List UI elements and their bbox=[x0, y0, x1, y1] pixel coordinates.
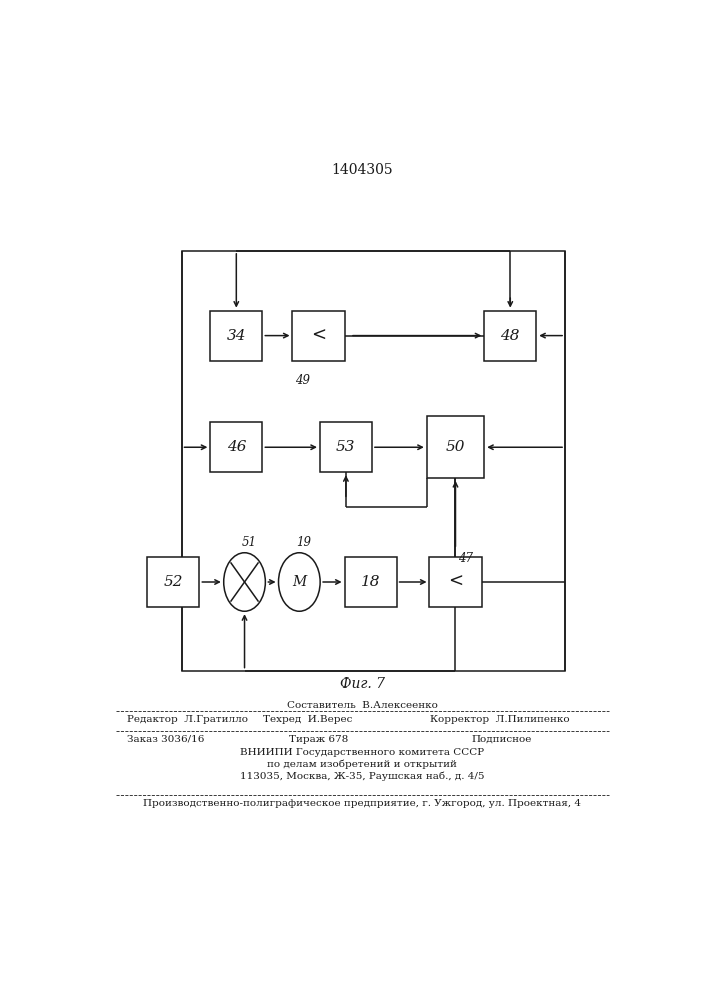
Circle shape bbox=[223, 553, 265, 611]
Text: 34: 34 bbox=[226, 329, 246, 343]
Text: ВНИИПИ Государственного комитета СССР: ВНИИПИ Государственного комитета СССР bbox=[240, 748, 484, 757]
Text: 113035, Москва, Ж-35, Раушская наб., д. 4/5: 113035, Москва, Ж-35, Раушская наб., д. … bbox=[240, 771, 484, 781]
Text: 50: 50 bbox=[445, 440, 465, 454]
Text: 48: 48 bbox=[501, 329, 520, 343]
Text: Составитель  В.Алексеенко: Составитель В.Алексеенко bbox=[287, 701, 438, 710]
Bar bbox=[484, 311, 537, 361]
Text: Тираж 678: Тираж 678 bbox=[289, 735, 348, 744]
Bar bbox=[210, 311, 262, 361]
Text: Заказ 3036/16: Заказ 3036/16 bbox=[127, 735, 204, 744]
Bar bbox=[344, 557, 397, 607]
Text: 51: 51 bbox=[242, 536, 257, 549]
Text: Производственно-полиграфическое предприятие, г. Ужгород, ул. Проектная, 4: Производственно-полиграфическое предприя… bbox=[144, 799, 581, 808]
Text: по делам изобретений и открытий: по делам изобретений и открытий bbox=[267, 760, 457, 769]
Text: <: < bbox=[448, 573, 463, 591]
Text: 53: 53 bbox=[336, 440, 356, 454]
Bar bbox=[182, 251, 565, 671]
Bar bbox=[427, 416, 484, 478]
Text: 49: 49 bbox=[296, 374, 310, 387]
Text: 46: 46 bbox=[226, 440, 246, 454]
Text: 18: 18 bbox=[361, 575, 380, 589]
Text: Редактор  Л.Гратилло: Редактор Л.Гратилло bbox=[127, 715, 247, 724]
Text: 47: 47 bbox=[458, 552, 473, 565]
Text: M: M bbox=[292, 575, 306, 589]
Text: Фиг. 7: Фиг. 7 bbox=[340, 677, 385, 691]
Bar bbox=[320, 422, 372, 472]
Text: 1404305: 1404305 bbox=[332, 163, 393, 177]
Bar bbox=[210, 422, 262, 472]
Text: Подписное: Подписное bbox=[472, 735, 532, 744]
Bar bbox=[293, 311, 344, 361]
Text: Корректор  Л.Пилипенко: Корректор Л.Пилипенко bbox=[430, 715, 569, 724]
Bar bbox=[147, 557, 199, 607]
Text: Техред  И.Верес: Техред И.Верес bbox=[263, 715, 352, 724]
Text: 19: 19 bbox=[297, 536, 312, 549]
Text: <: < bbox=[311, 327, 326, 345]
Circle shape bbox=[279, 553, 320, 611]
Bar bbox=[429, 557, 481, 607]
Text: 52: 52 bbox=[163, 575, 183, 589]
